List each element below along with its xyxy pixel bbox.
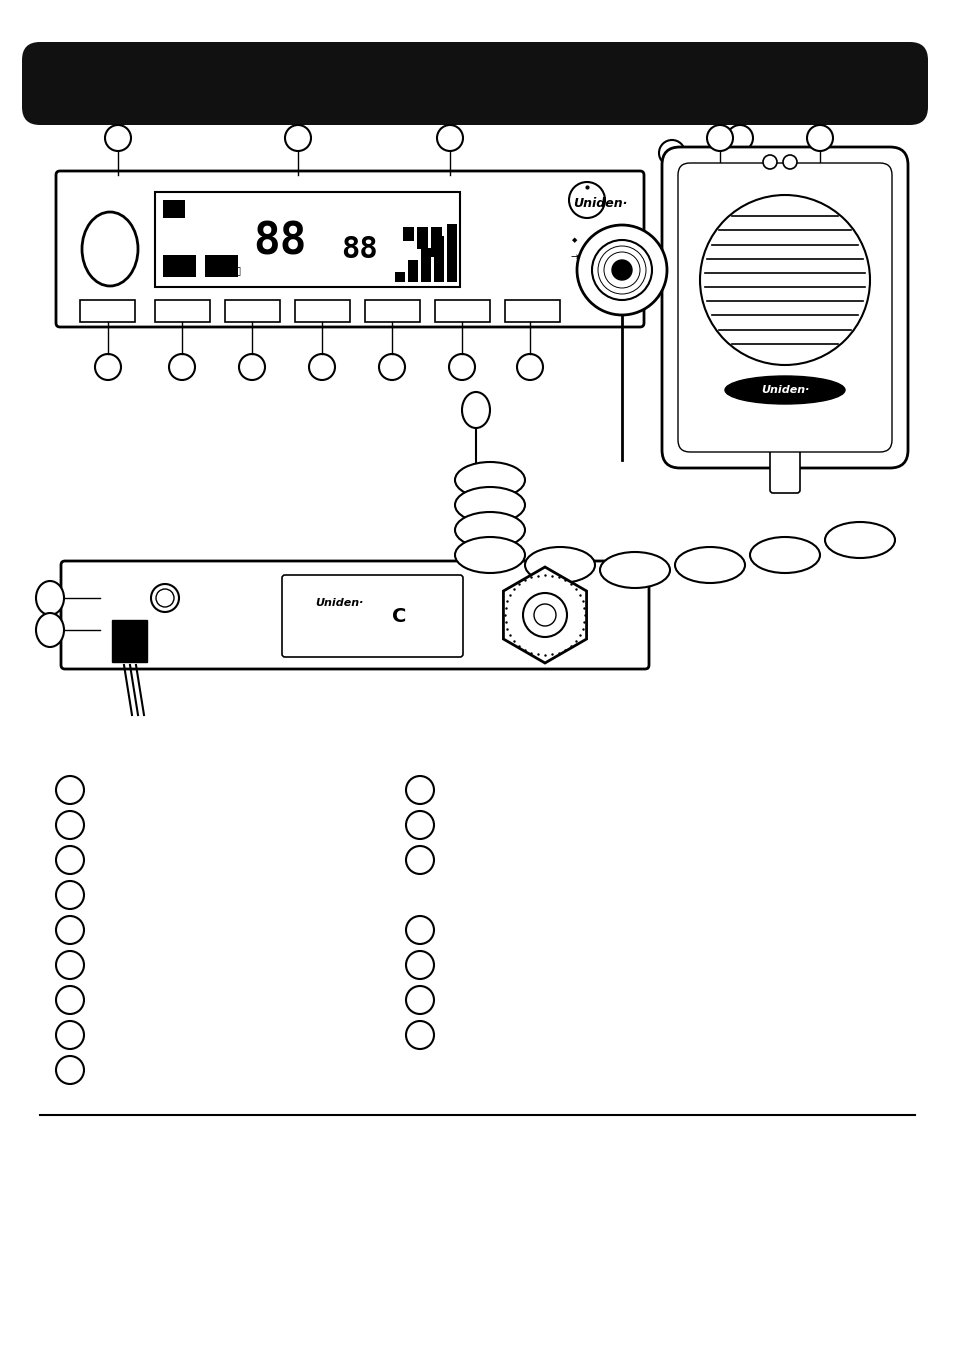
Ellipse shape	[455, 537, 524, 573]
Circle shape	[56, 916, 84, 944]
Ellipse shape	[824, 522, 894, 558]
Circle shape	[726, 125, 752, 150]
Bar	[163, 255, 195, 276]
Circle shape	[56, 1022, 84, 1049]
Bar	[395, 272, 405, 282]
Bar	[416, 228, 428, 249]
Circle shape	[56, 986, 84, 1014]
FancyBboxPatch shape	[661, 146, 907, 467]
Ellipse shape	[749, 537, 820, 573]
Bar	[420, 248, 431, 282]
Bar	[402, 228, 414, 241]
Polygon shape	[503, 566, 586, 663]
Text: 88: 88	[341, 236, 378, 264]
Circle shape	[406, 1022, 434, 1049]
Circle shape	[700, 195, 869, 364]
Bar	[294, 299, 350, 322]
Circle shape	[406, 986, 434, 1014]
Circle shape	[534, 604, 556, 626]
Circle shape	[156, 589, 173, 607]
Bar	[205, 255, 237, 276]
Circle shape	[782, 154, 796, 169]
Bar	[365, 299, 419, 322]
FancyBboxPatch shape	[22, 42, 927, 125]
Bar	[435, 299, 490, 322]
Ellipse shape	[675, 547, 744, 583]
Circle shape	[406, 776, 434, 804]
Ellipse shape	[36, 581, 64, 615]
Circle shape	[56, 881, 84, 909]
Bar	[112, 621, 147, 663]
Bar	[504, 299, 559, 322]
Text: ♪: ♪	[211, 263, 219, 276]
Bar	[408, 260, 417, 282]
Circle shape	[522, 593, 566, 637]
Circle shape	[56, 951, 84, 980]
Ellipse shape	[524, 547, 595, 583]
Ellipse shape	[455, 512, 524, 547]
Text: →: →	[570, 252, 578, 262]
Circle shape	[592, 240, 651, 299]
Bar	[434, 236, 443, 282]
Text: Uniden·: Uniden·	[573, 196, 627, 210]
Circle shape	[406, 812, 434, 839]
FancyBboxPatch shape	[61, 561, 648, 669]
Text: 🔔: 🔔	[233, 266, 240, 275]
Circle shape	[406, 916, 434, 944]
Bar	[154, 299, 210, 322]
FancyBboxPatch shape	[769, 447, 800, 493]
Circle shape	[612, 260, 631, 280]
Ellipse shape	[461, 392, 490, 428]
Circle shape	[517, 354, 542, 379]
Text: ◆: ◆	[572, 237, 578, 243]
Bar	[80, 299, 135, 322]
Bar	[447, 224, 456, 282]
Ellipse shape	[82, 211, 138, 286]
Circle shape	[239, 354, 265, 379]
Circle shape	[806, 125, 832, 150]
Circle shape	[577, 225, 666, 314]
Ellipse shape	[599, 551, 669, 588]
Ellipse shape	[455, 462, 524, 499]
Circle shape	[95, 354, 121, 379]
Text: Uniden·: Uniden·	[314, 598, 363, 608]
Circle shape	[406, 951, 434, 980]
FancyBboxPatch shape	[56, 171, 643, 327]
Circle shape	[378, 354, 405, 379]
Circle shape	[56, 812, 84, 839]
Circle shape	[406, 846, 434, 874]
Circle shape	[285, 125, 311, 150]
Circle shape	[56, 1056, 84, 1084]
Circle shape	[762, 154, 776, 169]
FancyBboxPatch shape	[771, 167, 807, 191]
Circle shape	[309, 354, 335, 379]
Bar	[163, 201, 185, 218]
Bar	[154, 192, 459, 287]
FancyBboxPatch shape	[678, 163, 891, 453]
Circle shape	[659, 140, 684, 167]
Circle shape	[449, 354, 475, 379]
Circle shape	[169, 354, 194, 379]
Ellipse shape	[455, 486, 524, 523]
FancyBboxPatch shape	[282, 575, 462, 657]
Ellipse shape	[36, 612, 64, 646]
Circle shape	[568, 182, 604, 218]
Text: C: C	[391, 607, 406, 626]
Circle shape	[56, 776, 84, 804]
Circle shape	[706, 125, 732, 150]
Circle shape	[151, 584, 179, 612]
Text: 88: 88	[253, 221, 307, 263]
Circle shape	[56, 846, 84, 874]
Bar	[225, 299, 280, 322]
Circle shape	[436, 125, 462, 150]
Text: Uniden·: Uniden·	[760, 385, 808, 396]
Bar	[431, 228, 441, 257]
Ellipse shape	[724, 375, 844, 404]
Circle shape	[105, 125, 131, 150]
